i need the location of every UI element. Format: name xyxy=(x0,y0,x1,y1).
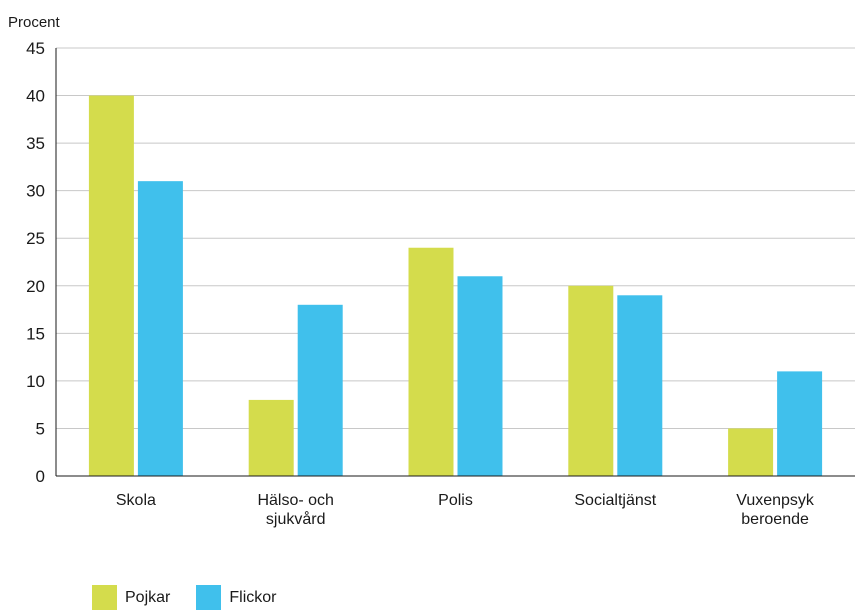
y-tick-label: 35 xyxy=(26,134,45,153)
legend-item-flickor: Flickor xyxy=(196,585,276,610)
x-tick-label: Socialtjänst xyxy=(574,492,656,509)
bar-flickor-0 xyxy=(137,181,183,476)
y-tick-label: 15 xyxy=(26,324,45,343)
y-tick-label: 30 xyxy=(26,182,45,201)
legend-label-pojkar: Pojkar xyxy=(125,588,171,606)
gridlines xyxy=(56,47,855,429)
bar-flickor-4 xyxy=(777,371,823,476)
y-tick-label: 0 xyxy=(36,467,45,486)
legend-item-pojkar: Pojkar xyxy=(92,585,170,610)
y-axis-title: Procent xyxy=(8,14,61,31)
bar-pojkar-3 xyxy=(568,285,614,476)
x-axis-labels: Skola Hälso- och sjukvård Polis Socialtjänst… xyxy=(116,492,815,528)
y-tick-label: 5 xyxy=(36,419,45,438)
legend-swatch-pojkar xyxy=(92,585,117,610)
bar-flickor-1 xyxy=(297,304,343,476)
y-tick-label: 40 xyxy=(26,87,45,106)
x-tick-label: Hälso- och sjukvård xyxy=(257,492,333,528)
y-tick-label: 10 xyxy=(26,372,45,391)
bar-pojkar-0 xyxy=(88,95,134,477)
bar-flickor-3 xyxy=(617,295,663,476)
legend-swatch-flickor xyxy=(196,585,222,610)
bar-pojkar-1 xyxy=(248,399,294,476)
axes xyxy=(55,48,855,477)
y-tick-label: 45 xyxy=(26,39,45,58)
legend-label-flickor: Flickor xyxy=(229,588,277,606)
y-tick-label: 20 xyxy=(26,277,45,296)
x-tick-label: Skola xyxy=(116,492,156,509)
x-tick-label: Polis xyxy=(438,492,473,509)
x-tick-label: Vuxenpsyk beroende xyxy=(736,492,815,528)
bar-flickor-2 xyxy=(457,276,503,476)
bar-pojkar-4 xyxy=(728,428,774,476)
legend: Pojkar Flickor xyxy=(92,585,302,610)
y-axis-ticks: 0 5 10 15 20 25 30 35 40 45 xyxy=(26,39,45,486)
y-tick-label: 25 xyxy=(26,229,45,248)
bar-pojkar-2 xyxy=(408,247,454,476)
bars xyxy=(88,95,823,477)
